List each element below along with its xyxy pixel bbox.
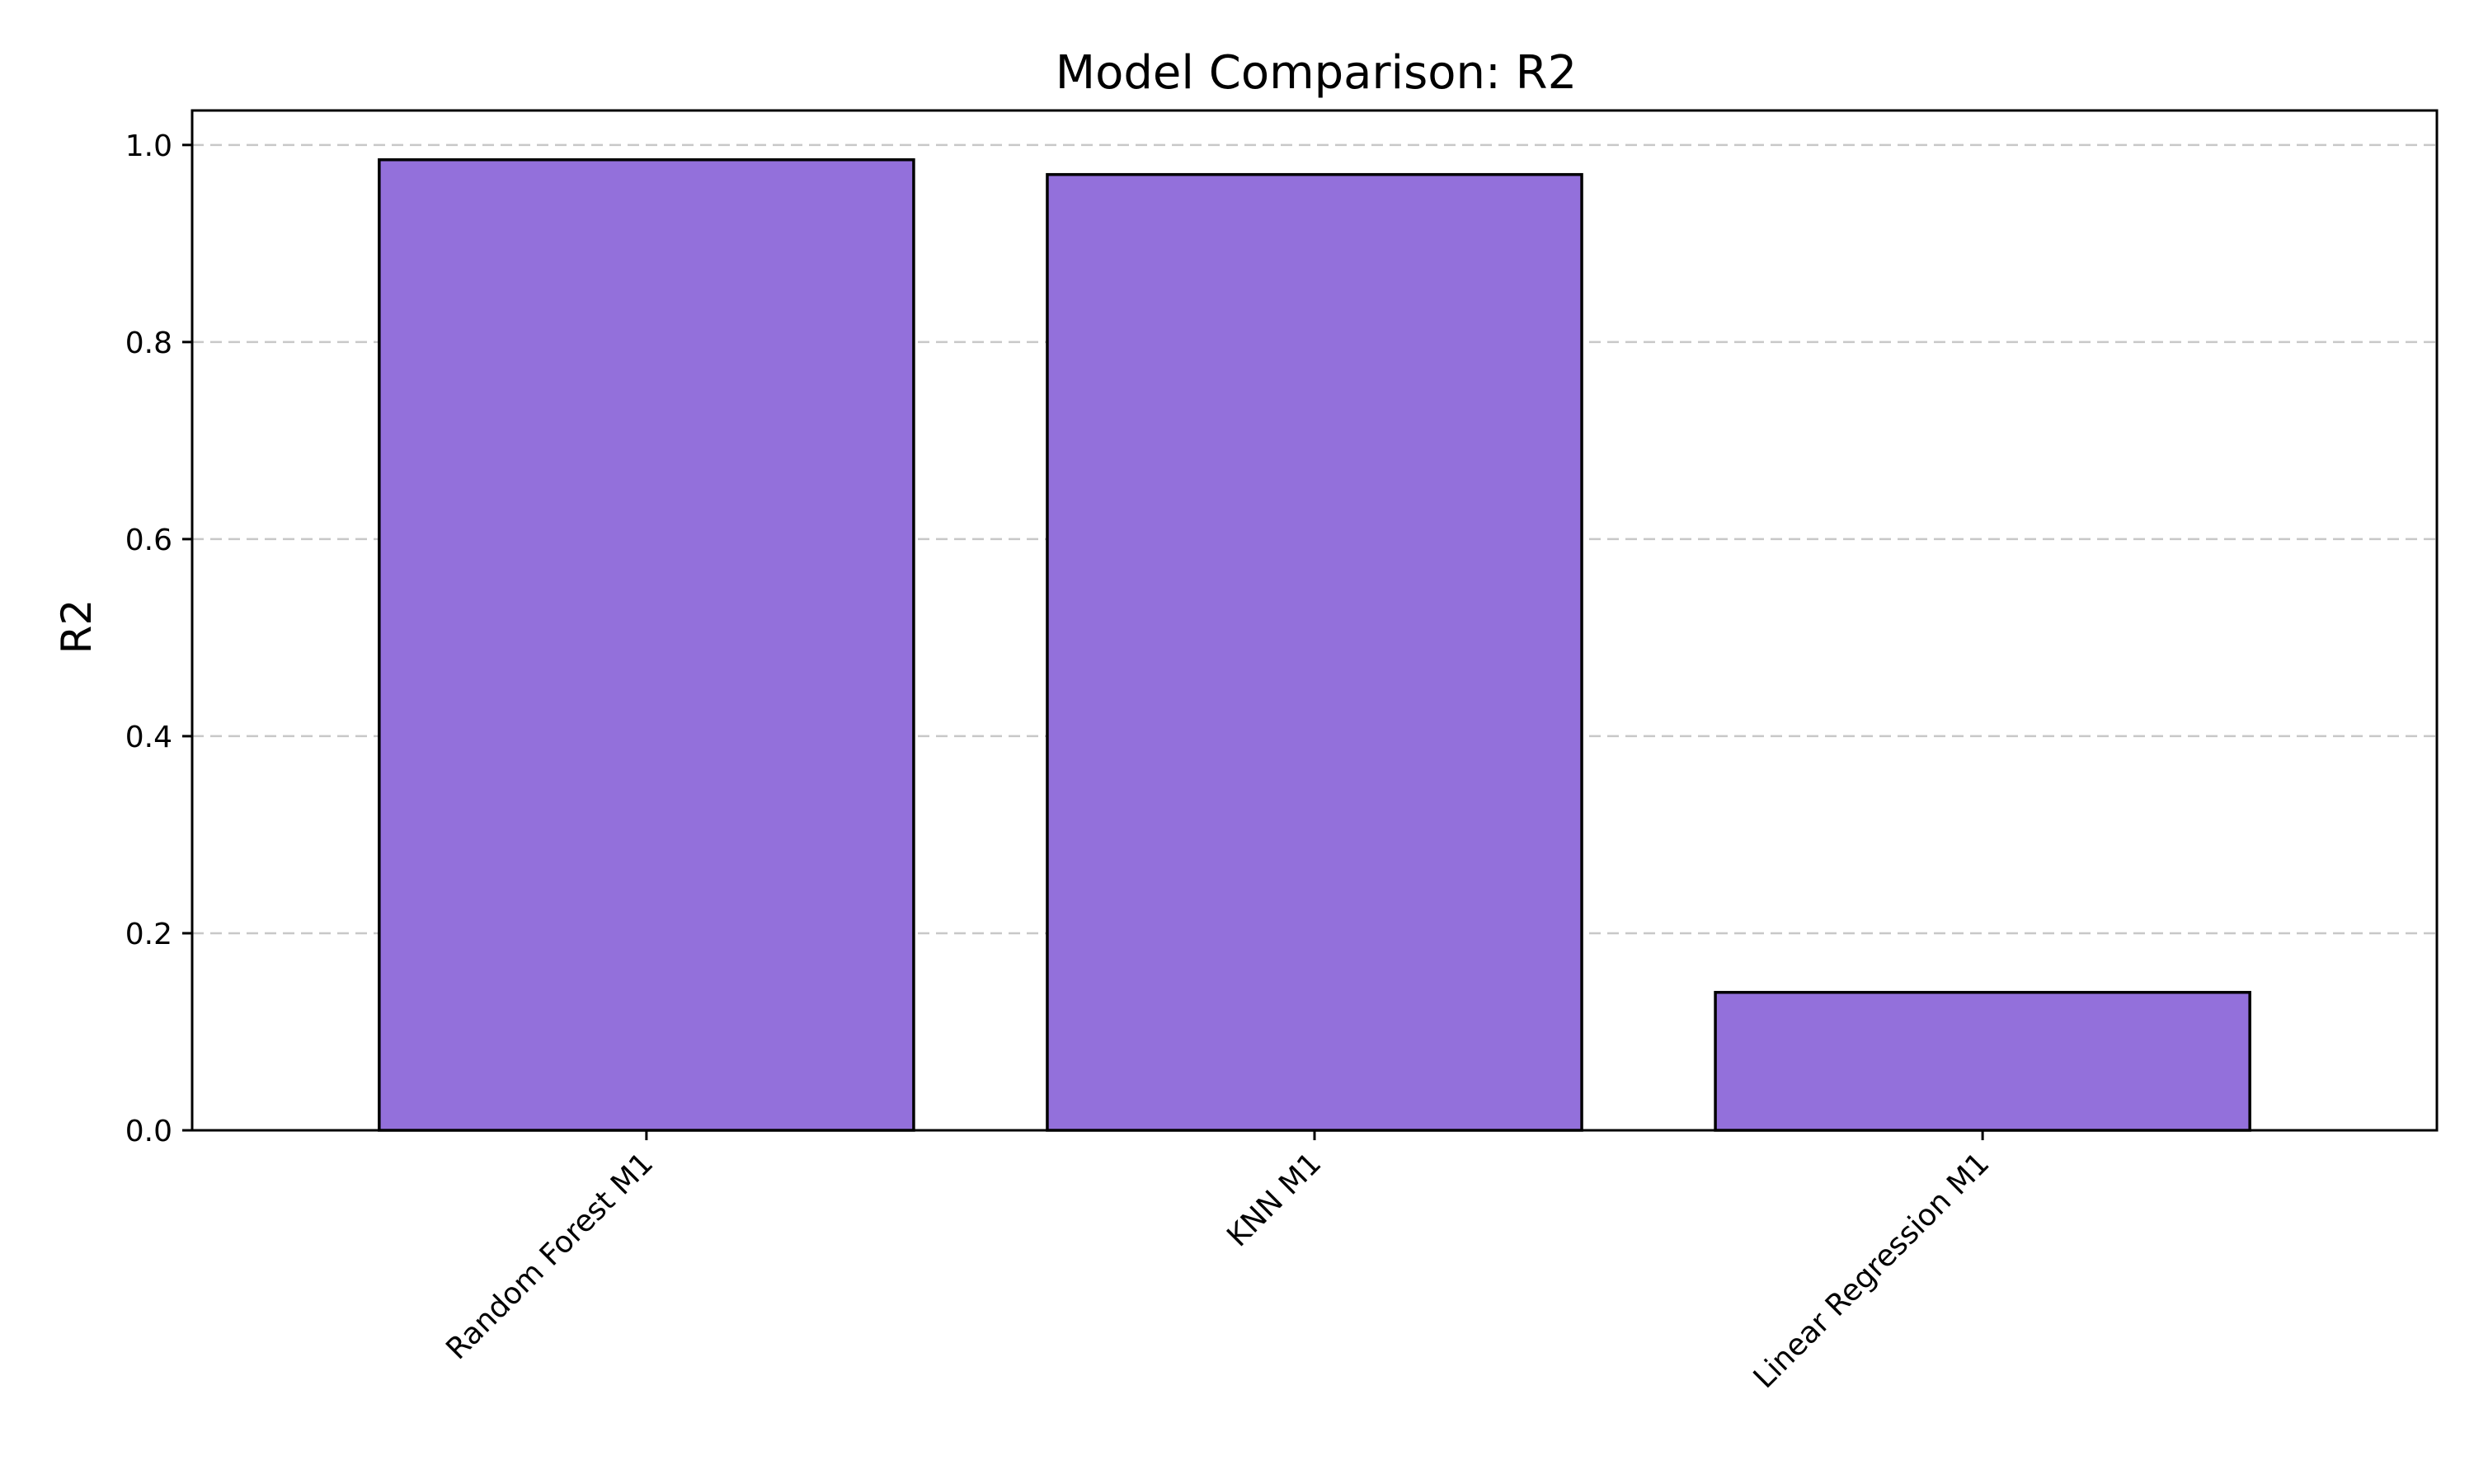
y-tick-label: 1.0 (125, 129, 172, 163)
x-tick-label: KNN M1 (1221, 1146, 1328, 1253)
y-tick-label: 0.8 (125, 326, 172, 360)
bars (378, 158, 2251, 1132)
y-axis-label: R2 (53, 599, 101, 655)
x-tick-label: Random Forest M1 (440, 1146, 660, 1366)
bar-knn-m1 (1046, 172, 1583, 1132)
x-tick-label: Linear Regression M1 (1747, 1146, 1997, 1395)
x-axis-ticks: Random Forest M1 KNN M1 Linear Regression … (440, 1130, 1996, 1395)
y-tick-label: 0.6 (125, 524, 172, 557)
y-tick-label: 0.2 (125, 918, 172, 951)
bar-linear-regression-m1 (1714, 990, 2251, 1132)
bar-random-forest-m1 (378, 158, 915, 1132)
y-tick-label: 0.4 (125, 721, 172, 754)
chart-title: Model Comparison: R2 (1056, 46, 1577, 100)
y-tick-label: 0.0 (125, 1115, 172, 1148)
y-axis-ticks: 0.0 0.2 0.4 0.6 0.8 1.0 (125, 129, 192, 1148)
